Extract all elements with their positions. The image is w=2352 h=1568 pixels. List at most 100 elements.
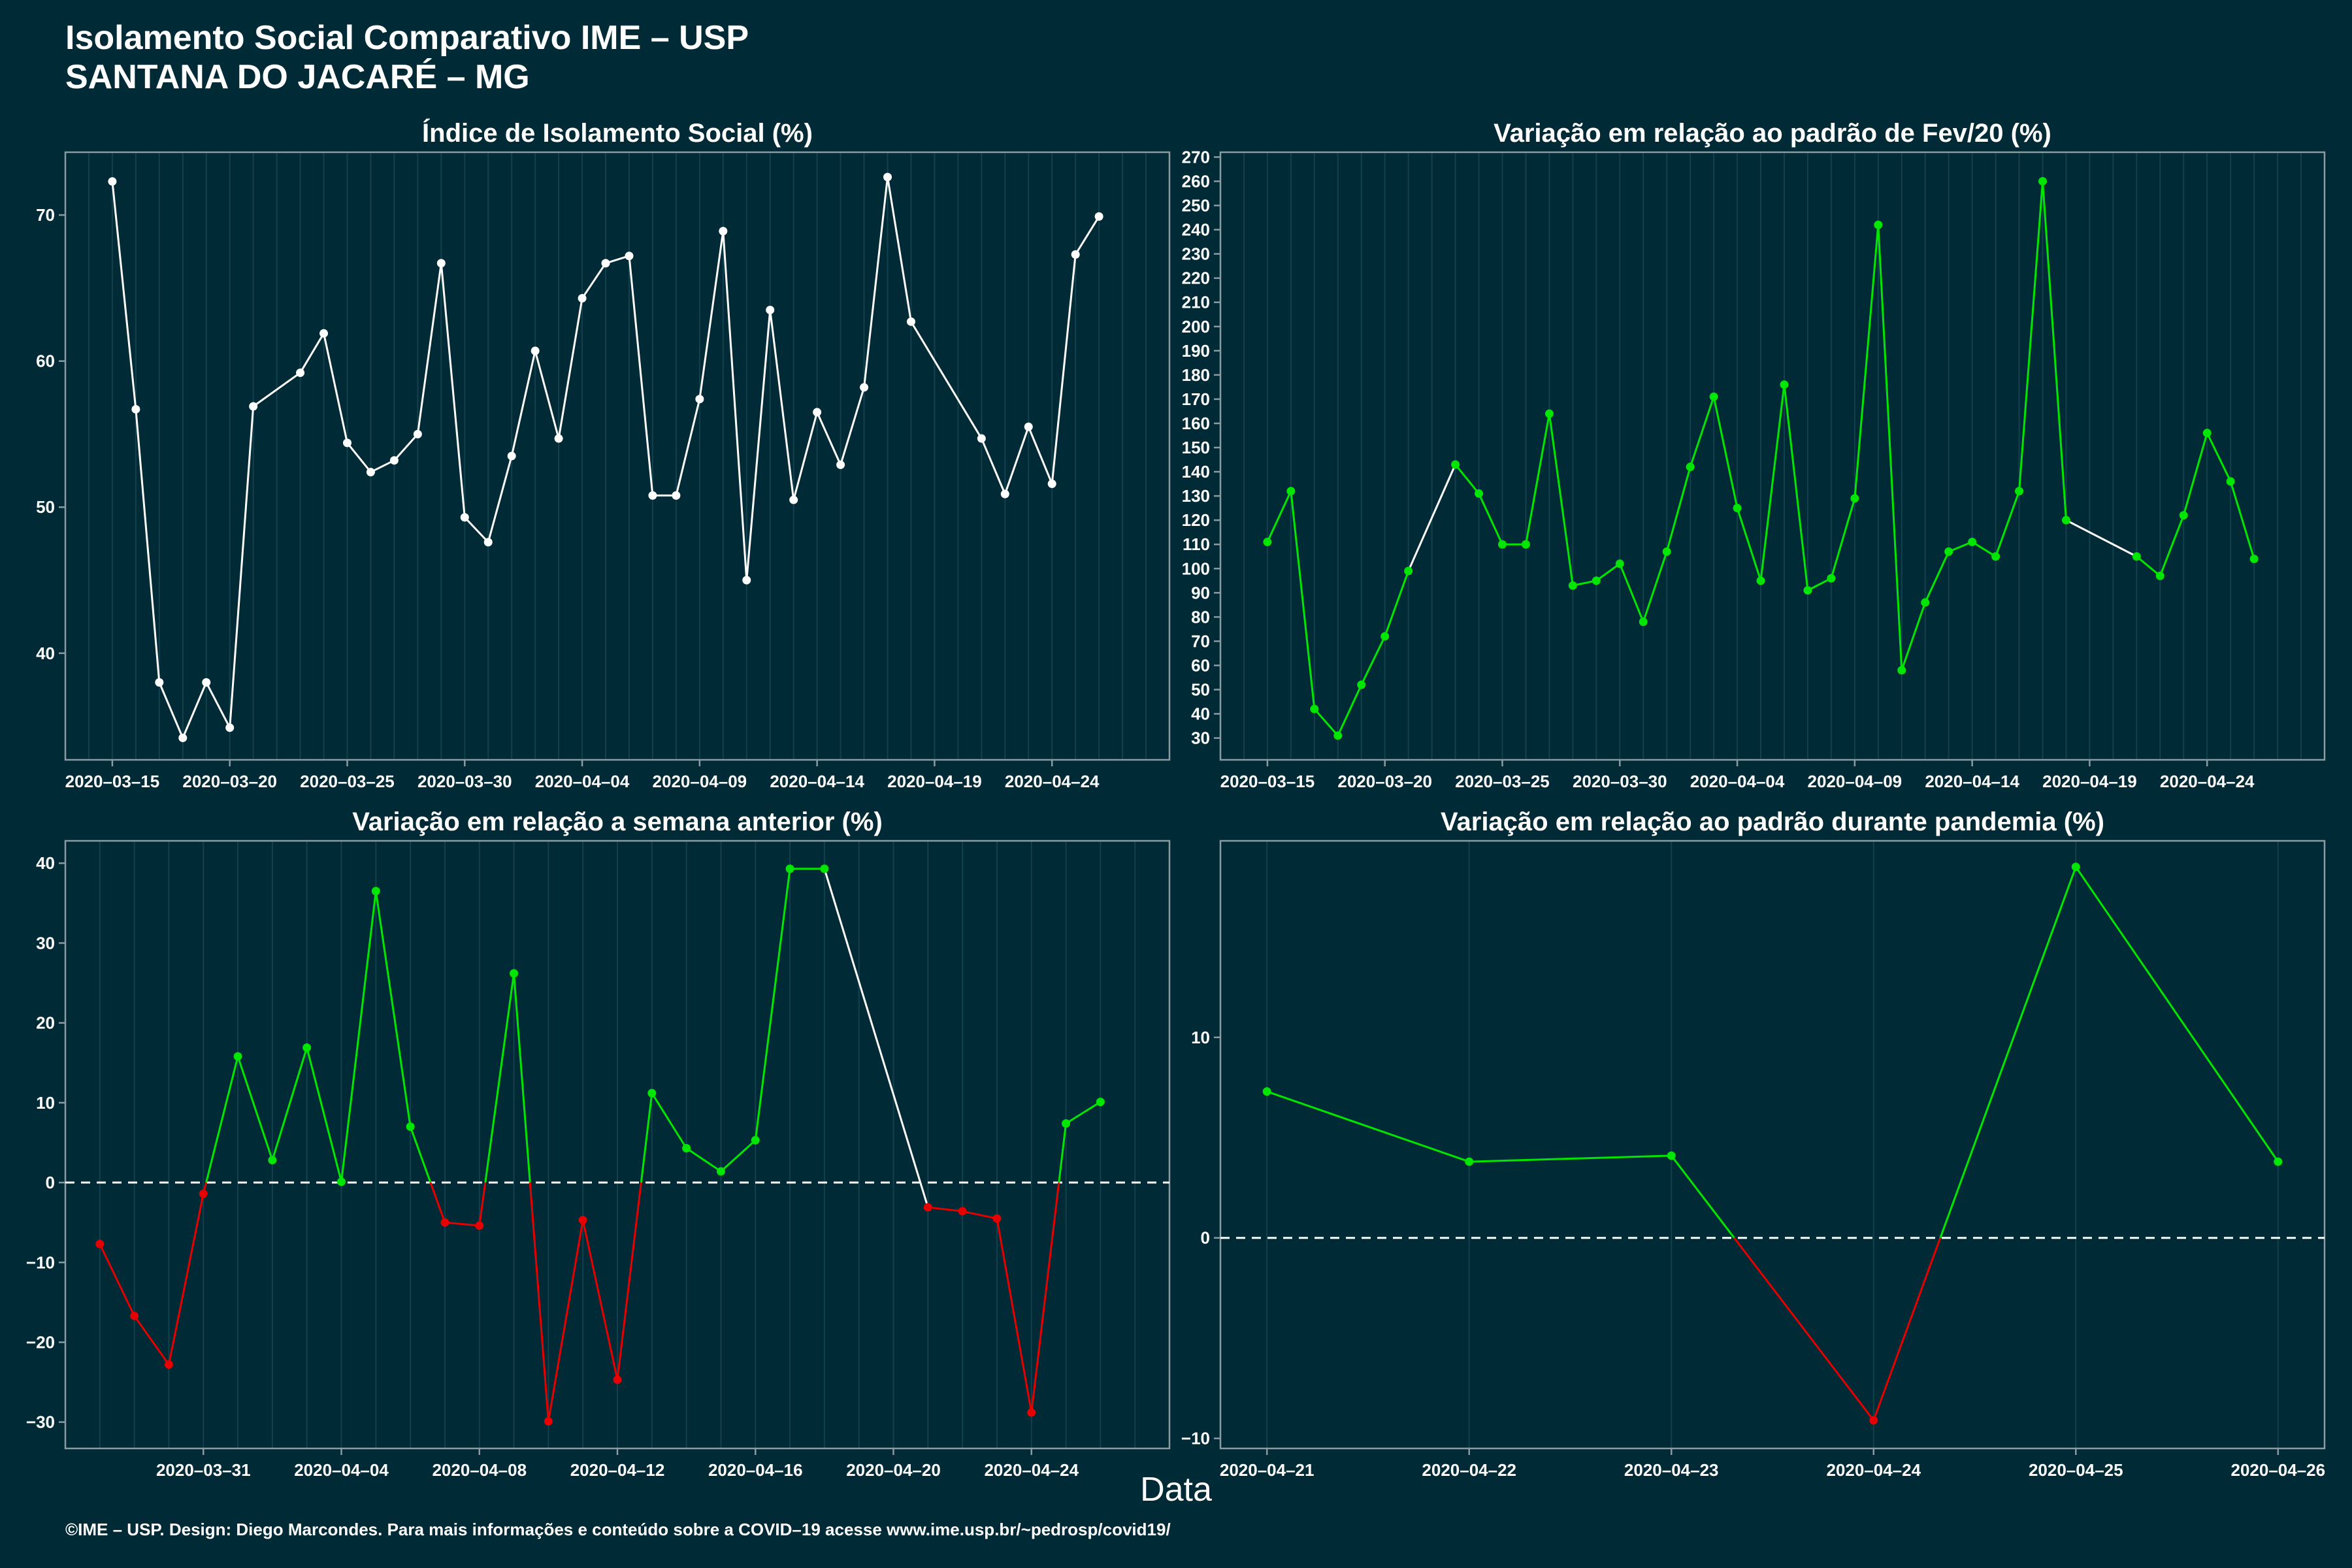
data-point [836, 460, 845, 469]
series-segment [1454, 464, 1480, 495]
series-segment [1671, 1154, 1735, 1239]
series-segment [416, 263, 442, 434]
y-tick-label: 270 [1182, 147, 1210, 167]
x-tick-label: 2020–04–09 [1808, 772, 1903, 791]
series-segment [792, 412, 819, 500]
series-segment [1290, 491, 1316, 710]
data-point [601, 259, 610, 268]
data-point [958, 1207, 967, 1216]
y-tick-label: −20 [26, 1332, 55, 1352]
data-point [249, 402, 258, 411]
y-tick-label: −30 [26, 1413, 55, 1432]
series-segment [1595, 563, 1621, 582]
y-tick-label: 10 [1191, 1028, 1210, 1047]
y-tick-label: 250 [1182, 196, 1210, 216]
series-segment [2206, 433, 2232, 482]
series-segment [1058, 1123, 1068, 1183]
y-tick-label: 140 [1182, 462, 1210, 482]
data-point [475, 1221, 484, 1230]
data-point [1897, 666, 1906, 675]
series-segment [252, 372, 301, 408]
data-point [647, 1088, 657, 1098]
data-point [2179, 511, 2188, 520]
plot-border [64, 151, 1171, 761]
y-tick-label: 30 [36, 933, 55, 953]
series-segment [1065, 1101, 1102, 1124]
series-segment [616, 1182, 642, 1380]
series-segment [823, 868, 929, 1208]
x-tick-label: 2020–04–20 [846, 1460, 941, 1480]
y-tick-label: 110 [1183, 534, 1210, 554]
data-point [225, 723, 235, 732]
x-tick-label: 2020–04–09 [653, 772, 747, 791]
data-point [389, 456, 399, 465]
series-segment [99, 1243, 135, 1316]
x-tick-label: 2020–04–21 [1220, 1460, 1315, 1480]
series-segment [1665, 466, 1691, 552]
series-segment [754, 868, 791, 1141]
x-tick-label: 2020–04–19 [887, 772, 982, 791]
series-segment [962, 1210, 998, 1220]
series-segment [464, 516, 489, 543]
data-point [1357, 680, 1366, 689]
data-point [2061, 515, 2070, 525]
data-point [1991, 552, 2001, 561]
series-segment [2075, 866, 2279, 1162]
series-segment [1004, 426, 1030, 495]
x-tick-label: 2020–03–20 [182, 772, 277, 791]
data-point [268, 1156, 277, 1165]
data-point [719, 227, 728, 236]
x-tick-label: 2020–04–04 [535, 772, 630, 791]
data-point [1071, 250, 1080, 259]
data-point [531, 346, 540, 355]
data-point [860, 383, 869, 392]
data-point [1667, 1151, 1676, 1160]
series-segment [1939, 866, 2077, 1239]
series-segment [1618, 563, 1644, 623]
series-segment [205, 681, 231, 728]
series-segment [698, 231, 725, 400]
y-tick-label: 210 [1182, 293, 1210, 312]
y-tick-label: −10 [1181, 1429, 1210, 1448]
series-segment [910, 321, 983, 439]
series-segment [996, 1218, 1033, 1413]
x-tick-label: 2020–04–22 [1422, 1460, 1516, 1480]
series-segment [205, 1056, 239, 1183]
series-segment [1733, 1237, 1874, 1421]
data-point [436, 259, 446, 268]
plot-border [1219, 151, 2326, 761]
data-point [319, 329, 329, 338]
series-segment [1689, 396, 1715, 468]
data-point [155, 678, 164, 687]
series-segment [720, 1139, 757, 1173]
series-segment [306, 1047, 342, 1183]
x-tick-label: 2020–04–04 [294, 1460, 389, 1480]
data-point [2155, 571, 2164, 580]
series-segment [237, 1056, 274, 1161]
data-point [682, 1143, 691, 1152]
series-segment [557, 298, 583, 439]
series-segment [1877, 225, 1903, 670]
series-segment [675, 399, 701, 496]
series-segment [840, 387, 865, 465]
data-point [1286, 487, 1296, 496]
y-tick-label: 0 [1201, 1228, 1210, 1248]
x-tick-label: 2020–03–15 [65, 772, 160, 791]
y-tick-label: 180 [1182, 365, 1210, 385]
series-segment [928, 1206, 963, 1213]
x-tick-label: 2020–03–30 [1573, 772, 1667, 791]
series-segment [1872, 1237, 1942, 1421]
data-point [1024, 422, 1033, 431]
series-segment [323, 333, 348, 444]
data-point [1465, 1157, 1474, 1166]
data-point [820, 864, 829, 874]
y-tick-label: 0 [46, 1173, 55, 1192]
series-segment [1807, 577, 1832, 591]
x-tick-label: 2020–03–31 [156, 1460, 251, 1480]
data-point [1263, 538, 1272, 547]
data-point [296, 368, 305, 378]
data-point [2015, 487, 2024, 496]
series-segment [722, 231, 748, 581]
series-segment [1051, 254, 1077, 484]
